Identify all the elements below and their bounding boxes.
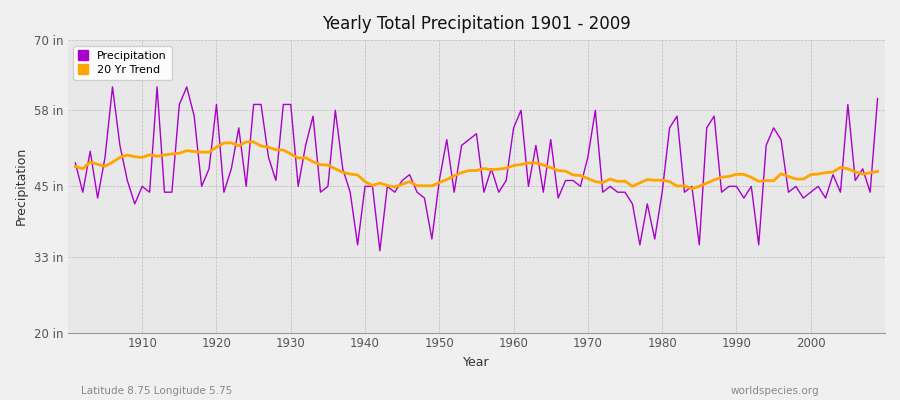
Y-axis label: Precipitation: Precipitation xyxy=(15,147,28,226)
Text: Latitude 8.75 Longitude 5.75: Latitude 8.75 Longitude 5.75 xyxy=(81,386,232,396)
Title: Yearly Total Precipitation 1901 - 2009: Yearly Total Precipitation 1901 - 2009 xyxy=(322,15,631,33)
Text: worldspecies.org: worldspecies.org xyxy=(731,386,819,396)
Legend: Precipitation, 20 Yr Trend: Precipitation, 20 Yr Trend xyxy=(74,46,172,80)
X-axis label: Year: Year xyxy=(464,356,490,369)
